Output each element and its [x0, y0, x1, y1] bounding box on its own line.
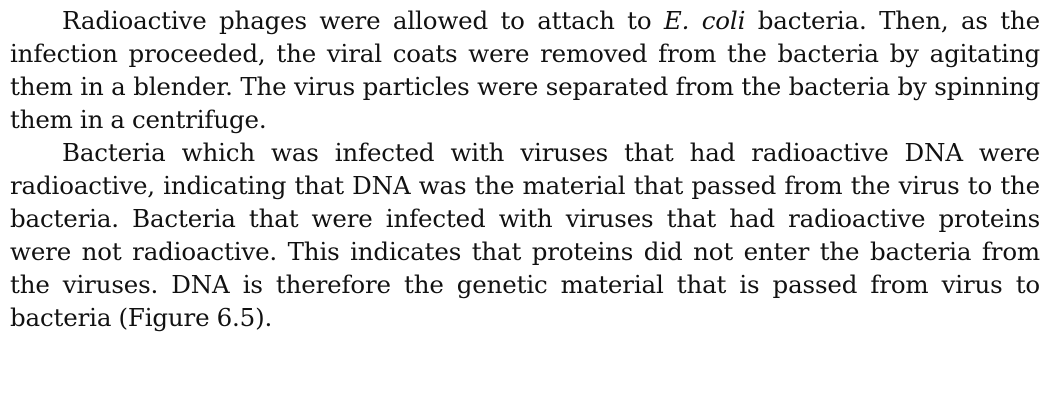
- species-name-italic: E. coli: [663, 6, 746, 35]
- paragraph-1-text-end: bacteria. Then, as the infection proceed…: [10, 6, 1040, 134]
- paragraph-1: Radioactive phages were allowed to attac…: [10, 4, 1040, 136]
- paragraph-1-text-start: Radioactive phages were allowed to attac…: [62, 6, 664, 35]
- paragraph-2: Bacteria which was infected with viruses…: [10, 138, 1040, 332]
- document-body: Radioactive phages were allowed to attac…: [10, 4, 1040, 334]
